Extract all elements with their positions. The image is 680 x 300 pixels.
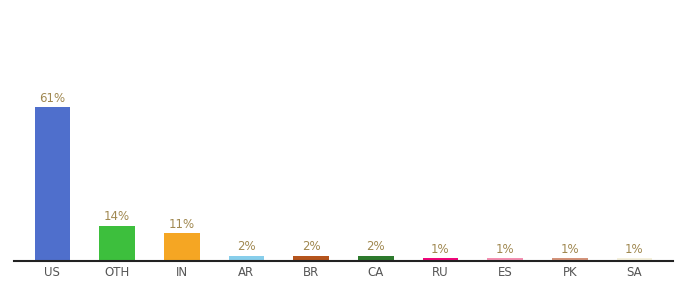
Bar [228, 256, 265, 261]
Text: 61%: 61% [39, 92, 65, 105]
Text: 2%: 2% [237, 240, 256, 254]
Text: 1%: 1% [560, 243, 579, 256]
Bar [164, 233, 199, 261]
Text: 11%: 11% [169, 218, 194, 231]
Bar [617, 259, 652, 261]
Bar [488, 259, 523, 261]
Text: 1%: 1% [625, 243, 644, 256]
Bar [35, 107, 70, 261]
Bar [99, 226, 135, 261]
Bar [422, 259, 458, 261]
Bar [358, 256, 394, 261]
Text: 2%: 2% [367, 240, 385, 254]
Text: 2%: 2% [302, 240, 320, 254]
Text: 14%: 14% [104, 210, 130, 223]
Text: 1%: 1% [496, 243, 514, 256]
Bar [552, 259, 588, 261]
Text: 1%: 1% [431, 243, 449, 256]
Bar [293, 256, 329, 261]
